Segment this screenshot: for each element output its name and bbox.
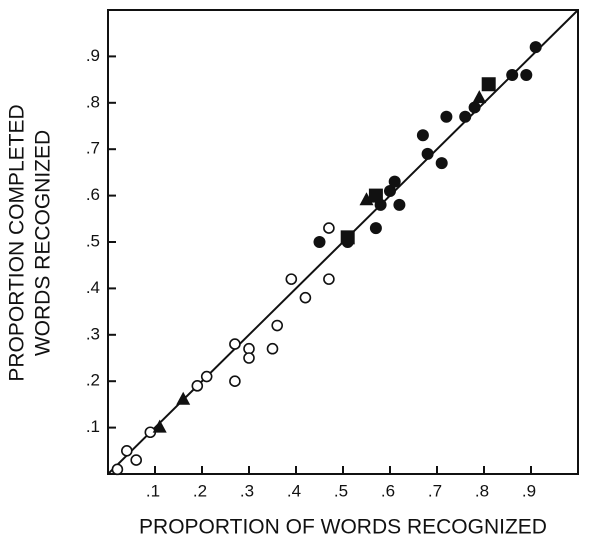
point <box>481 77 496 92</box>
point <box>506 68 519 81</box>
y-tick-label: .3 <box>86 324 100 343</box>
point <box>520 68 533 81</box>
point <box>323 222 335 234</box>
point <box>191 380 204 392</box>
point <box>340 230 355 245</box>
y-axis-label: PROPORTION COMPLETED <box>6 104 29 381</box>
point <box>435 157 448 170</box>
point <box>468 101 481 114</box>
point <box>176 391 191 405</box>
y-tick-label: .4 <box>86 278 100 297</box>
point <box>271 319 284 332</box>
x-tick-label: .7 <box>428 481 442 500</box>
y-tick-label: .5 <box>86 231 100 250</box>
point <box>529 41 542 54</box>
y-tick-label: .2 <box>86 371 100 390</box>
x-tick-label: .8 <box>475 481 489 500</box>
y-axis-label: WORDS RECOGNIZED <box>32 130 55 356</box>
x-tick-label: .2 <box>193 481 207 500</box>
point <box>313 236 326 248</box>
x-tick-label: .1 <box>146 481 160 500</box>
x-tick-label: .5 <box>334 481 348 500</box>
point <box>472 90 487 104</box>
y-tick-label: .8 <box>86 92 100 111</box>
point <box>416 129 429 142</box>
point <box>111 463 124 476</box>
point <box>243 352 255 364</box>
x-tick-label: .9 <box>522 481 536 500</box>
point <box>393 198 406 211</box>
point <box>200 370 213 383</box>
point <box>285 273 298 285</box>
point <box>459 110 472 123</box>
point <box>299 291 312 304</box>
point <box>369 222 382 235</box>
point <box>130 454 142 466</box>
point <box>440 110 453 123</box>
point <box>229 338 241 350</box>
point <box>229 375 241 388</box>
point <box>323 273 335 285</box>
point <box>384 184 396 197</box>
x-tick-label: .4 <box>287 481 301 500</box>
point <box>152 419 167 433</box>
point <box>266 342 279 355</box>
x-tick-label: .3 <box>240 481 254 500</box>
x-tick-label: .6 <box>381 481 395 500</box>
y-tick-label: .7 <box>86 139 100 158</box>
point <box>388 175 401 188</box>
y-tick-label: .1 <box>86 417 100 436</box>
x-axis-label: PROPORTION OF WORDS RECOGNIZED <box>139 516 547 539</box>
y-tick-label: .9 <box>86 46 100 65</box>
point <box>421 147 434 160</box>
y-tick-label: .6 <box>86 185 100 204</box>
point <box>368 188 383 203</box>
point <box>121 444 133 457</box>
